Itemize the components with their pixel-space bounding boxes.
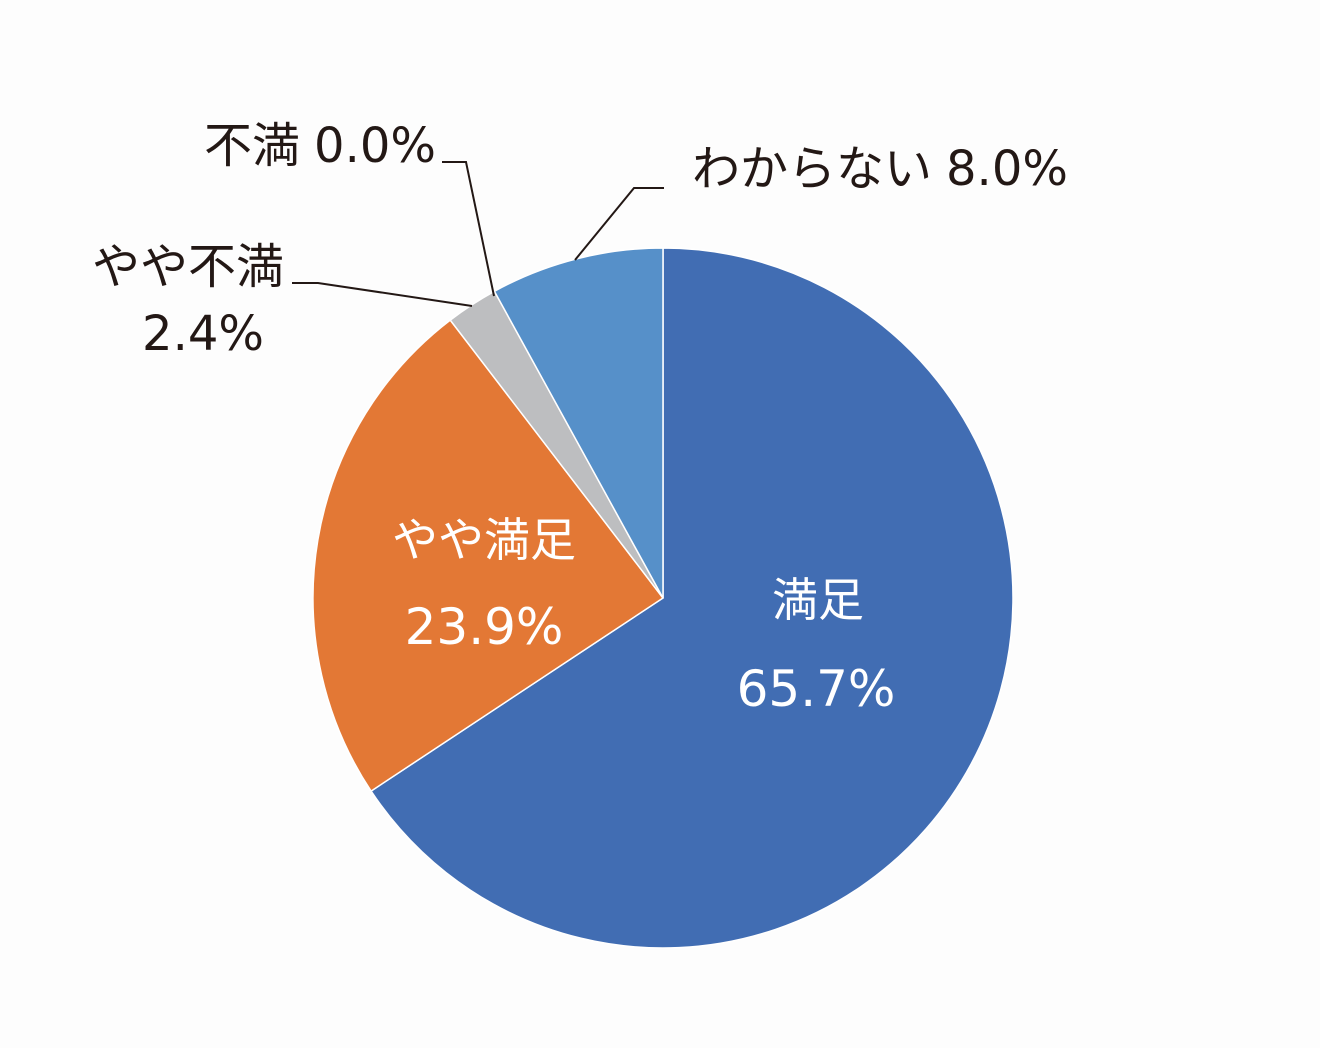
leader-line-fuman bbox=[442, 161, 495, 297]
slice-label-wakaranai: わからない 8.0% bbox=[692, 141, 1068, 197]
leader-lines bbox=[292, 161, 664, 307]
slice-value-fuman: 0.0% bbox=[314, 118, 436, 174]
pie-slice-manzoku bbox=[370, 247, 1014, 949]
leader-line-yaya-fuman bbox=[292, 282, 473, 307]
slice-label-fuman: 不満 0.0% bbox=[204, 118, 436, 174]
slice-label-yaya-fuman: やや不満 bbox=[92, 239, 284, 295]
slice-value-wakaranai: 8.0% bbox=[946, 141, 1068, 197]
slice-value-manzoku: 65.7% bbox=[737, 660, 896, 718]
slice-label-fuman-name: 不満 bbox=[204, 118, 300, 174]
slice-value-yaya-manzoku: 23.9% bbox=[405, 598, 564, 656]
pie-slices bbox=[312, 247, 1014, 949]
slice-label-manzoku: 満足 bbox=[772, 573, 864, 627]
leader-line-wakaranai bbox=[574, 187, 664, 261]
slice-label-wakaranai-name: わからない bbox=[692, 141, 932, 197]
slice-label-yaya-manzoku: やや満足 bbox=[392, 513, 576, 567]
pie-slice-yaya-manzoku bbox=[312, 319, 665, 793]
slice-value-yaya-fuman: 2.4% bbox=[142, 306, 264, 362]
